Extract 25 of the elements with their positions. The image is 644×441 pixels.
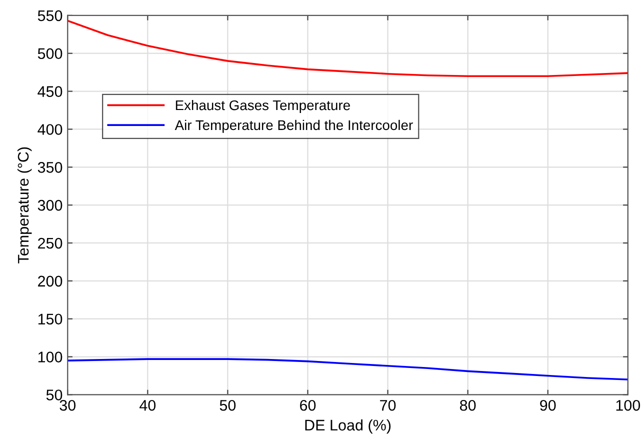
- y-tick-label: 250: [38, 238, 62, 249]
- y-tick-label: 400: [38, 124, 62, 135]
- x-tick-label: 80: [460, 400, 476, 411]
- y-tick-label: 450: [38, 86, 62, 97]
- x-axis-title: DE Load (%): [305, 419, 391, 434]
- x-tick-label: 30: [60, 400, 76, 411]
- x-tick-label: 60: [300, 400, 316, 411]
- x-tick-label: 40: [140, 400, 156, 411]
- y-tick-label: 150: [38, 314, 62, 325]
- x-tick-label: 70: [380, 400, 396, 411]
- x-tick-label: 100: [616, 400, 640, 411]
- y-tick-label: 550: [38, 10, 62, 22]
- x-tick-label: 90: [540, 400, 556, 411]
- y-axis-title: Temperature (°C): [17, 147, 32, 264]
- x-tick-label: 50: [220, 400, 236, 411]
- y-tick-label: 300: [38, 200, 62, 211]
- legend-label: Exhaust Gases Temperature: [176, 100, 350, 113]
- line-series: [68, 20, 628, 78]
- line-series: [68, 358, 628, 380]
- y-tick-label: 350: [38, 162, 62, 173]
- y-tick-label: 500: [38, 48, 62, 60]
- legend-label: Air Temperature Behind the Intercooler: [174, 120, 413, 133]
- y-tick-label: 100: [38, 352, 62, 362]
- y-tick-label: 50: [46, 390, 62, 400]
- y-tick-label: 200: [38, 276, 62, 287]
